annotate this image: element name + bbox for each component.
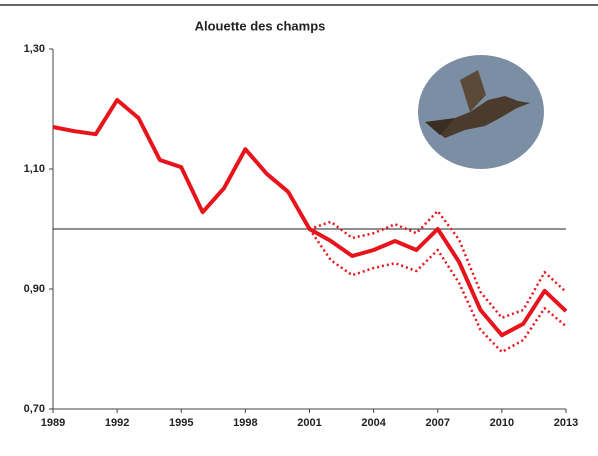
x-tick-label: 1995	[169, 417, 193, 429]
x-tick-label: 2007	[426, 417, 450, 429]
x-tick-label: 1998	[233, 417, 257, 429]
y-tick-label: 0,70	[24, 403, 45, 415]
confidence-line	[308, 228, 567, 354]
x-tick-label: 2013	[554, 417, 578, 429]
y-tick-label: 1,10	[24, 163, 45, 175]
y-tick-label: 1,30	[24, 43, 45, 55]
x-tick-label: 2004	[361, 417, 386, 429]
x-tick-label: 2010	[490, 417, 514, 429]
x-tick-label: 1989	[41, 417, 65, 429]
y-tick-label: 0,90	[24, 283, 45, 295]
bird-photo	[418, 55, 544, 169]
chart-title: Alouette des champs	[195, 18, 326, 33]
x-tick-label: 1992	[105, 417, 129, 429]
x-tick-label: 2001	[297, 417, 321, 429]
